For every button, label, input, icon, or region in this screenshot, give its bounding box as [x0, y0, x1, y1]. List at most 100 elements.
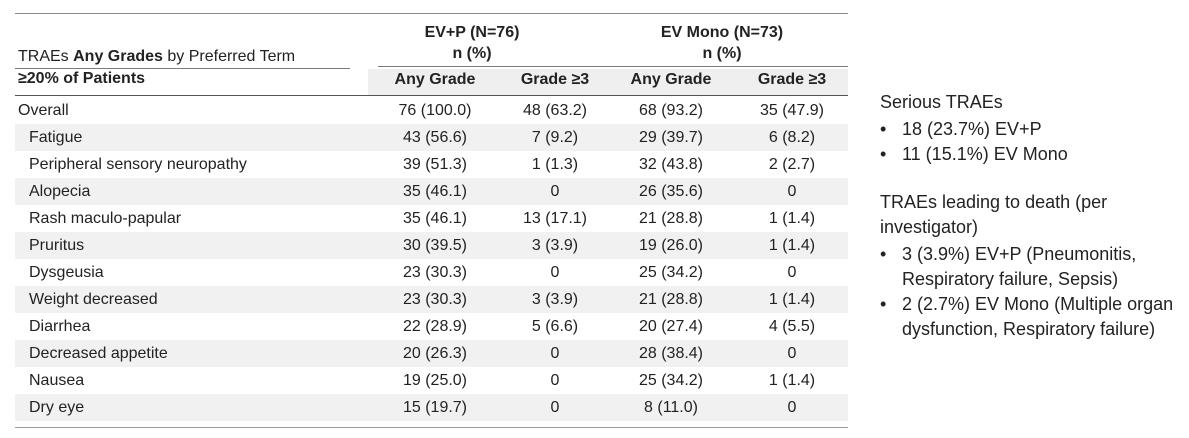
row-term: Overall: [18, 102, 69, 119]
table-row: Dry eye 15 (19.7) 0 8 (11.0) 0: [15, 394, 848, 421]
serious-traes-heading: Serious TRAEs: [880, 92, 1003, 112]
group-header-evp-label: EV+P (N=76): [424, 24, 520, 41]
cell-evp-g3: 13 (17.1): [522, 210, 588, 227]
group-header-ev-mono-sub: n (%): [702, 45, 742, 62]
cell-evp-g3: 48 (63.2): [522, 102, 588, 119]
row-term: Fatigue: [29, 129, 83, 146]
title-underline: [15, 68, 350, 69]
cell-mono-any: 28 (38.4): [638, 345, 704, 362]
cell-mono-g3: 0: [787, 399, 797, 416]
cell-mono-any: 25 (34.2): [638, 372, 704, 389]
header-bottom-rule: [15, 95, 848, 96]
table-row: Peripheral sensory neuropathy 39 (51.3) …: [15, 151, 848, 178]
serious-traes-list: • 18 (23.7%) EV+P • 11 (15.1%) EV Mono: [880, 117, 1185, 167]
table-row: Dysgeusia 23 (30.3) 0 25 (34.2) 0: [15, 259, 848, 286]
cell-evp-any: 15 (19.7): [402, 399, 468, 416]
col-header-evp-any: Any Grade: [394, 71, 476, 88]
col-header-evp-g3: Grade ≥3: [520, 71, 590, 88]
table-row: Weight decreased 23 (30.3) 3 (3.9) 21 (2…: [15, 286, 848, 313]
table-title: TRAEs Any Grades by Preferred Term: [18, 48, 295, 66]
list-item: • 3 (3.9%) EV+P (Pneumonitis, Respiratory…: [880, 242, 1185, 292]
table-row-overall: Overall 76 (100.0) 48 (63.2) 68 (93.2) 3…: [15, 97, 848, 124]
death-traes-list: • 3 (3.9%) EV+P (Pneumonitis, Respiratory…: [880, 242, 1185, 342]
cell-evp-any: 20 (26.3): [402, 345, 468, 362]
cell-evp-g3: 0: [550, 183, 560, 200]
row-term: Peripheral sensory neuropathy: [29, 156, 247, 173]
cell-evp-g3: 1 (1.3): [531, 156, 579, 173]
col-header-mono-g3: Grade ≥3: [757, 71, 827, 88]
group-header-ev-mono-label: EV Mono (N=73): [660, 24, 784, 41]
list-item: • 11 (15.1%) EV Mono: [880, 142, 1185, 167]
list-item-text: 11 (15.1%) EV Mono: [902, 144, 1068, 164]
row-term: Pruritus: [29, 237, 85, 254]
cell-mono-g3: 0: [787, 183, 797, 200]
cell-evp-g3: 3 (3.9): [531, 237, 579, 254]
table-bottom-rule: [15, 427, 848, 428]
cell-evp-g3: 5 (6.6): [531, 318, 579, 335]
col-header-mono-any: Any Grade: [630, 71, 712, 88]
row-term: Decreased appetite: [29, 345, 168, 362]
cell-mono-g3: 6 (8.2): [768, 129, 816, 146]
cell-mono-g3: 2 (2.7): [768, 156, 816, 173]
death-traes-heading: TRAEs leading to death (per investigator…: [880, 192, 1108, 237]
cell-evp-any: 30 (39.5): [402, 237, 468, 254]
list-item-text: 2 (2.7%) EV Mono (Multiple organ dysfunc…: [902, 294, 1174, 339]
group-header-ev-mono: EV Mono (N=73) n (%): [622, 22, 822, 64]
cell-mono-any: 68 (93.2): [638, 102, 704, 119]
bullet-icon: •: [880, 294, 887, 314]
cell-evp-any: 39 (51.3): [402, 156, 468, 173]
cell-evp-g3: 0: [550, 372, 560, 389]
group-header-evp-sub: n (%): [452, 45, 492, 62]
cell-evp-g3: 0: [550, 399, 560, 416]
bullet-icon: •: [880, 244, 887, 264]
cell-mono-any: 26 (35.6): [638, 183, 704, 200]
cell-mono-any: 19 (26.0): [638, 237, 704, 254]
cell-evp-any: 43 (56.6): [402, 129, 468, 146]
cell-mono-any: 21 (28.8): [638, 210, 704, 227]
table-title-bold: Any Grades: [73, 48, 163, 65]
cell-mono-any: 20 (27.4): [638, 318, 704, 335]
list-item: • 2 (2.7%) EV Mono (Multiple organ dysfun…: [880, 292, 1185, 342]
cell-evp-g3: 7 (9.2): [531, 129, 579, 146]
table-row: Rash maculo-papular 35 (46.1) 13 (17.1) …: [15, 205, 848, 232]
row-term: Weight decreased: [29, 291, 158, 308]
cell-mono-g3: 35 (47.9): [759, 102, 825, 119]
table-row: Diarrhea 22 (28.9) 5 (6.6) 20 (27.4) 4 (…: [15, 313, 848, 340]
cell-evp-any: 22 (28.9): [402, 318, 468, 335]
cell-mono-any: 21 (28.8): [638, 291, 704, 308]
cell-evp-any: 35 (46.1): [402, 210, 468, 227]
row-term: Rash maculo-papular: [29, 210, 182, 227]
cell-evp-any: 76 (100.0): [398, 102, 472, 119]
column-header-band: [368, 69, 848, 95]
cell-mono-any: 8 (11.0): [644, 399, 698, 416]
table-subtitle: ≥20% of Patients: [18, 70, 146, 87]
table-row: Pruritus 30 (39.5) 3 (3.9) 19 (26.0) 1 (…: [15, 232, 848, 259]
list-item-text: 3 (3.9%) EV+P (Pneumonitis, Respiratory …: [902, 244, 1137, 289]
cell-evp-any: 23 (30.3): [402, 264, 468, 281]
row-term: Dry eye: [29, 399, 85, 416]
cell-evp-any: 23 (30.3): [402, 291, 468, 308]
table-row: Decreased appetite 20 (26.3) 0 28 (38.4)…: [15, 340, 848, 367]
table-header: EV+P (N=76) n (%) EV Mono (N=73) n (%) T…: [15, 13, 848, 100]
table-top-rule: [15, 13, 848, 14]
group-header-underline: [378, 66, 848, 67]
row-term: Dysgeusia: [29, 264, 104, 281]
death-traes-block: TRAEs leading to death (per investigator…: [880, 190, 1185, 342]
table-title-suffix: by Preferred Term: [162, 48, 296, 65]
cell-mono-g3: 1 (1.4): [768, 237, 816, 254]
table-row: Fatigue 43 (56.6) 7 (9.2) 29 (39.7) 6 (8…: [15, 124, 848, 151]
cell-mono-g3: 1 (1.4): [768, 291, 816, 308]
bullet-icon: •: [880, 144, 887, 164]
row-term: Nausea: [29, 372, 85, 389]
cell-mono-g3: 4 (5.5): [768, 318, 816, 335]
cell-mono-g3: 1 (1.4): [768, 372, 816, 389]
table-title-prefix: TRAEs: [18, 48, 74, 65]
cell-mono-g3: 0: [787, 345, 797, 362]
cell-mono-any: 29 (39.7): [638, 129, 704, 146]
list-item: • 18 (23.7%) EV+P: [880, 117, 1185, 142]
group-header-evp: EV+P (N=76) n (%): [372, 22, 572, 64]
cell-evp-g3: 0: [550, 264, 560, 281]
row-term: Diarrhea: [29, 318, 91, 335]
row-term: Alopecia: [29, 183, 91, 200]
summary-panel: Serious TRAEs • 18 (23.7%) EV+P • 11 (15.1…: [880, 90, 1185, 342]
